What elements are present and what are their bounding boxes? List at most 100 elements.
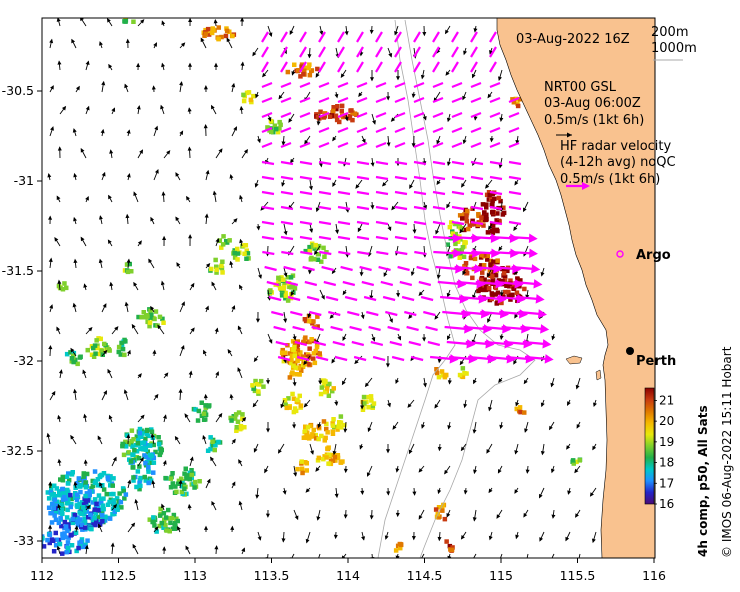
current-arrow-head: [267, 117, 272, 122]
sst-cell: [487, 267, 493, 273]
sst-cell: [290, 391, 295, 397]
radar-arrow: [261, 141, 273, 149]
current-arrow-head: [185, 545, 190, 551]
sst-cell: [453, 231, 459, 237]
radar-arrow: [337, 235, 351, 241]
radar-arrow: [277, 355, 291, 362]
current-arrow-head: [332, 182, 337, 188]
sst-cell: [442, 373, 448, 378]
current-arrow-head: [136, 62, 141, 67]
sst-cell: [311, 319, 316, 324]
radar-arrow: [413, 96, 425, 104]
current-arrow-head: [309, 228, 314, 233]
current-arrow-head: [565, 536, 570, 542]
sst-cell: [82, 508, 87, 513]
sst-cell: [66, 535, 71, 540]
sst-cell: [149, 429, 155, 434]
sst-cell: [156, 441, 162, 447]
sst-cell: [295, 358, 300, 364]
sst-cell: [490, 203, 495, 209]
sst-cell: [318, 109, 323, 114]
current-arrow-head: [593, 402, 597, 407]
sst-cell: [138, 440, 143, 446]
sst-cell: [265, 125, 270, 130]
radar-arrow: [337, 81, 349, 89]
sst-cell: [339, 108, 344, 114]
sst-cell: [291, 396, 297, 401]
sst-cell: [104, 491, 109, 497]
radar-arrow: [337, 61, 345, 73]
current-arrow-head: [523, 512, 528, 518]
radar-arrow: [508, 111, 520, 119]
current-arrow-head: [181, 301, 185, 306]
radar-arrow: [261, 61, 269, 73]
sst-cell: [326, 393, 332, 398]
sst-cell: [277, 119, 282, 125]
current-arrow-head: [343, 428, 348, 433]
credit-text: © IMOS 06-Aug-2022 15:11 Hobart: [720, 346, 734, 558]
sst-cell: [296, 366, 301, 371]
radar-arrow: [451, 61, 459, 73]
sst-cell: [71, 359, 76, 365]
sst-cell: [147, 443, 153, 448]
sst-cell: [504, 283, 509, 288]
current-arrow: [371, 553, 373, 558]
current-arrow-head: [369, 515, 374, 520]
sst-cell: [253, 378, 258, 384]
current-arrow-head: [257, 536, 262, 541]
sst-cell: [273, 126, 279, 132]
sst-cell: [330, 458, 336, 463]
sst-cell: [163, 522, 168, 528]
current-arrow-head: [214, 327, 219, 333]
sst-cell: [302, 317, 308, 322]
sst-cell: [203, 403, 208, 408]
current-arrow-head: [70, 434, 75, 440]
colorbar-tick-label: 21: [659, 393, 674, 407]
current-arrow-head: [333, 534, 338, 540]
radar-arrow: [299, 175, 313, 181]
current-arrow-head: [49, 304, 54, 309]
sst-cell: [321, 419, 327, 424]
sst-cell: [53, 530, 58, 536]
sst-cell: [85, 538, 90, 543]
sst-cell: [315, 66, 320, 72]
sst-cell: [280, 347, 285, 353]
radar-arrow: [375, 175, 389, 181]
sst-cell: [481, 223, 486, 228]
sst-cell: [75, 522, 81, 528]
current-arrow-head: [154, 169, 159, 174]
sst-cell: [37, 545, 42, 550]
sst-cell: [213, 442, 218, 448]
current-arrow-head: [233, 218, 238, 223]
contour-legend-1000m: 1000m: [651, 41, 697, 56]
radar-arrow: [375, 160, 389, 166]
current-arrow-head: [211, 500, 216, 506]
current-arrow-head: [175, 216, 180, 222]
current-arrow-head: [61, 105, 67, 111]
current-arrow-head: [473, 116, 478, 121]
sst-cell: [442, 516, 448, 522]
sst-cell: [110, 483, 115, 488]
sst-cell: [112, 502, 117, 508]
current-arrow-head: [264, 468, 268, 474]
sst-cell: [130, 452, 135, 457]
sst-cell: [47, 540, 52, 546]
sst-cell: [161, 510, 167, 516]
sst-cell: [151, 460, 157, 465]
sst-cell: [214, 267, 219, 272]
sst-cell: [301, 339, 306, 345]
sst-cell: [301, 354, 306, 359]
sst-cell: [292, 406, 298, 411]
current-arrow-head: [437, 489, 442, 495]
sst-cell: [224, 239, 229, 244]
sst-cell: [169, 515, 175, 521]
sst-cell: [313, 436, 319, 441]
radar-arrow: [337, 190, 351, 196]
radar-arrow: [489, 220, 503, 226]
current-arrow-head: [57, 279, 62, 285]
radar-arrow: [489, 175, 503, 181]
colorbar-tick-label: 16: [659, 497, 674, 511]
sst-cell: [393, 548, 399, 553]
sst-cell: [147, 323, 152, 329]
current-arrow-head: [139, 149, 144, 154]
